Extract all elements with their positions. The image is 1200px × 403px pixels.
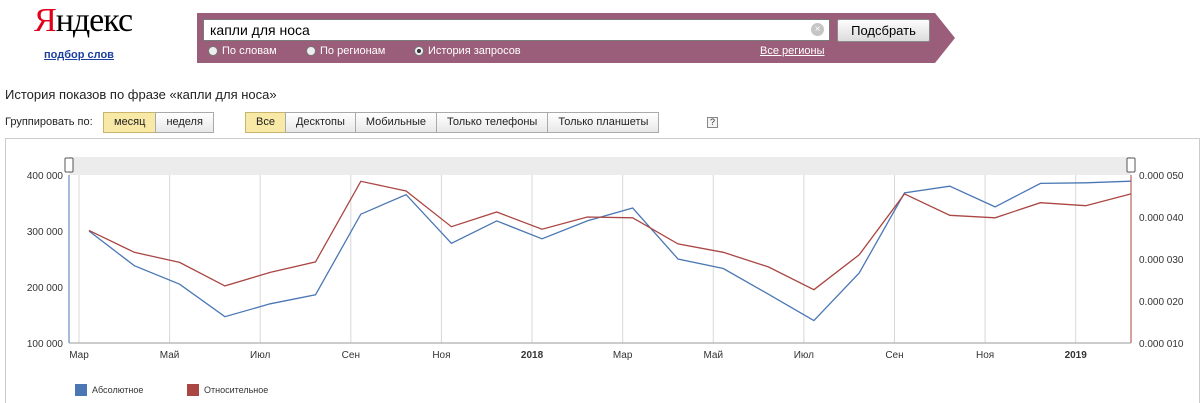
series-line-relative (88, 180, 1132, 291)
group-month-button[interactable]: месяц (103, 112, 157, 133)
radio-dot-icon (208, 46, 218, 56)
navigator-handle-left (64, 157, 74, 173)
device-phones-button[interactable]: Только телефоны (435, 112, 549, 133)
mode-label: История запросов (428, 45, 521, 57)
navigator-band (69, 157, 1131, 175)
x-tick-label: Ноя (432, 350, 450, 361)
x-tick-label: Май (160, 350, 180, 361)
mode-radio-regions[interactable]: По регионам (306, 45, 385, 57)
x-tick-label: Сен (885, 350, 903, 361)
device-filter: Все Десктопы Мобильные Только телефоны Т… (245, 112, 660, 133)
page-title: История показов по фразе «капли для носа… (5, 87, 277, 102)
mode-radio-words[interactable]: По словам (208, 45, 277, 57)
y-right-tick-label: 0.000 030 (1139, 255, 1184, 266)
clear-icon[interactable]: × (811, 23, 824, 36)
mode-radio-history[interactable]: История запросов (414, 45, 521, 57)
group-week-button[interactable]: неделя (155, 112, 214, 133)
chart-container: Мар Май Июл Сен Ноя 2018 Мар Май Июл Сен Ноя 2019 10… (5, 138, 1200, 403)
device-mobile-button[interactable]: Мобильные (354, 112, 437, 133)
y-left-tick-label: 100 000 (27, 339, 64, 350)
x-tick-label: Мар (69, 350, 89, 361)
device-all-button[interactable]: Все (245, 112, 286, 133)
mode-label: По регионам (320, 45, 386, 57)
radio-dot-selected-icon (414, 46, 424, 56)
search-input[interactable] (203, 19, 830, 41)
y-left-tick-label: 200 000 (27, 283, 64, 294)
submit-button[interactable]: Подсбрать (837, 19, 930, 42)
y-left-tick-label: 400 000 (27, 171, 64, 182)
x-tick-label: Сен (342, 350, 360, 361)
y-right-tick-label: 0.000 010 (1139, 339, 1184, 350)
legend-label-absolute: Абсолютное (92, 385, 144, 395)
logo-subtitle-link[interactable]: подбор слов (44, 49, 114, 61)
mode-label: По словам (222, 45, 277, 57)
regions-link[interactable]: Все регионы (760, 45, 825, 57)
x-tick-label: 2018 (521, 350, 544, 361)
yandex-logo[interactable]: Яндекс (34, 2, 133, 40)
radio-dot-icon (306, 46, 316, 56)
y-right-tick-label: 0.000 040 (1139, 213, 1184, 224)
legend-label-relative: Относительное (204, 385, 269, 395)
history-chart: Мар Май Июл Сен Ноя 2018 Мар Май Июл Сен Ноя 2019 10… (27, 157, 1184, 361)
y-right-tick-label: 0.000 050 (1139, 171, 1184, 182)
logo-first-letter: Я (34, 2, 57, 39)
x-tick-label: Ноя (976, 350, 994, 361)
legend-swatch-absolute (75, 384, 87, 396)
device-desktop-button[interactable]: Десктопы (284, 112, 356, 133)
legend-absolute[interactable]: Абсолютное (75, 384, 143, 396)
legend-swatch-relative (187, 384, 199, 396)
x-tick-label: Июл (250, 350, 270, 361)
device-tablets-button[interactable]: Только планшеты (547, 112, 660, 133)
x-tick-label: Май (703, 350, 723, 361)
x-tick-label: Июл (794, 350, 814, 361)
y-right-tick-label: 0.000 020 (1139, 297, 1184, 308)
navigator-handle-right (1126, 157, 1136, 173)
grouping-toggle: месяц неделя (103, 112, 214, 133)
x-tick-label: 2019 (1065, 350, 1088, 361)
help-icon[interactable]: ? (707, 117, 718, 128)
y-left-tick-label: 300 000 (27, 227, 64, 238)
legend-relative[interactable]: Относительное (187, 384, 268, 396)
x-tick-label: Мар (613, 350, 633, 361)
logo-rest: ндекс (55, 2, 133, 39)
series-line-absolute (88, 180, 1132, 322)
grouping-label: Группировать по: (5, 116, 93, 128)
